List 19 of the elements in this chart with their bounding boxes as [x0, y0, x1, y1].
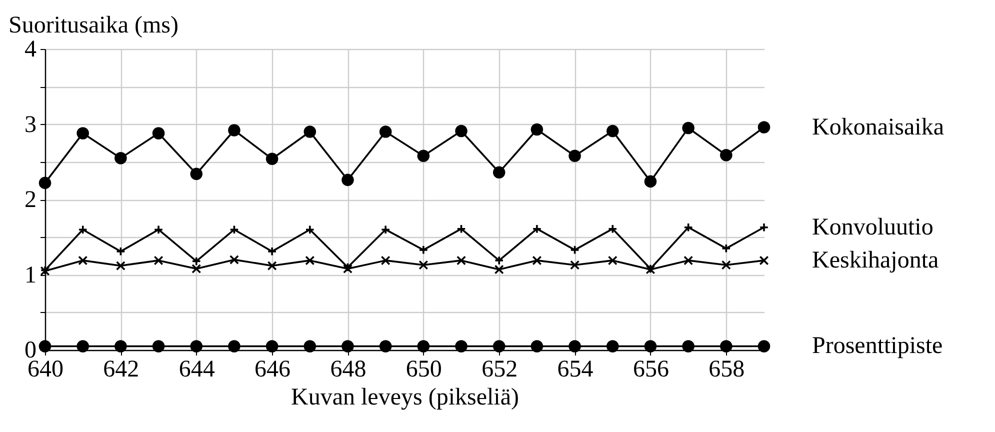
y-tick-label: 2: [24, 187, 36, 213]
x-tick-label: 658: [708, 356, 745, 382]
series-label: Kokonaisaika: [812, 114, 944, 140]
x-tick-label: 656: [632, 356, 669, 382]
x-tick-label: 652: [482, 356, 518, 382]
x-tick-label: 654: [557, 356, 594, 382]
x-tick-label: 648: [330, 356, 366, 382]
series-label: Prosenttipiste: [812, 333, 943, 360]
y-tick-label: 4: [24, 36, 36, 62]
x-tick-label: 650: [406, 356, 442, 382]
y-tick-label: 3: [24, 112, 36, 138]
series-label: Keskihajonta: [812, 247, 939, 274]
series-label: Konvoluutio: [812, 214, 934, 240]
x-tick-label: 642: [103, 356, 140, 382]
x-axis-title: Kuvan leveys (pikseliä): [291, 384, 519, 410]
y-axis-title: Suoritusaika (ms): [8, 12, 178, 38]
y-tick-label: 1: [24, 262, 36, 288]
x-tick-label: 646: [254, 356, 291, 382]
x-tick-label: 644: [178, 356, 215, 382]
